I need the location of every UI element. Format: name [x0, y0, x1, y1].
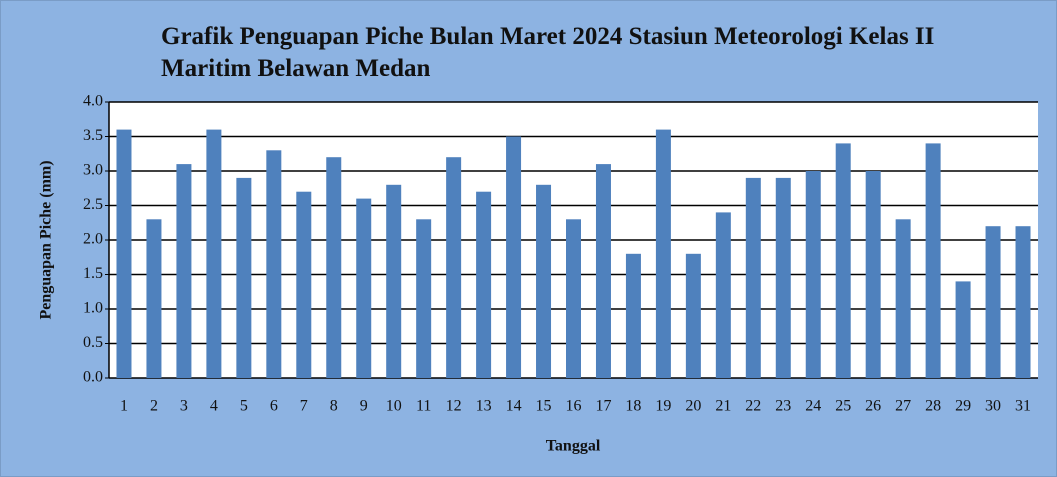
x-tick-label: 23: [775, 398, 791, 415]
x-tick-label: 28: [925, 398, 941, 415]
x-tick-label: 3: [180, 398, 188, 415]
bar: [566, 219, 581, 378]
bar: [745, 177, 761, 378]
x-tick-label: 12: [446, 398, 462, 415]
x-tick-label: 9: [360, 398, 368, 415]
bar: [446, 157, 462, 378]
y-tick-label: 1.5: [83, 265, 103, 282]
x-tick-label: 11: [416, 398, 431, 415]
x-tick-label: 14: [506, 398, 522, 415]
x-tick-label: 26: [865, 398, 881, 415]
bar: [476, 191, 492, 378]
x-tick-label: 31: [1015, 398, 1031, 415]
y-tick-label: 3.0: [83, 162, 103, 179]
x-tick-label: 8: [330, 398, 338, 415]
y-tick-label: 0.5: [83, 334, 103, 351]
y-tick-label: 2.5: [83, 196, 103, 213]
bar: [266, 150, 282, 378]
bar: [176, 164, 192, 378]
x-tick-label: 13: [476, 398, 492, 415]
x-tick-label: 5: [240, 398, 248, 415]
x-tick-label: 22: [745, 398, 761, 415]
x-tick-label: 10: [386, 398, 402, 415]
x-tick-label: 2: [150, 398, 158, 415]
x-axis-label: Tanggal: [546, 438, 601, 455]
x-tick-label: 20: [685, 398, 701, 415]
bar: [835, 143, 851, 378]
x-tick-label: 16: [566, 398, 582, 415]
bar: [1015, 226, 1031, 378]
bar: [865, 171, 881, 378]
bar: [895, 219, 911, 378]
bar: [536, 184, 552, 378]
y-axis-label: Penguapan Piche (mm): [38, 160, 55, 319]
bar: [326, 157, 342, 378]
y-tick-label: 2.0: [83, 231, 103, 248]
x-tick-label: 7: [300, 398, 308, 415]
x-tick-label: 29: [955, 398, 971, 415]
bar: [296, 191, 312, 378]
bar: [506, 136, 522, 378]
x-tick-label: 18: [625, 398, 641, 415]
chart-title: Grafik Penguapan Piche Bulan Maret 2024 …: [161, 23, 935, 82]
x-tick-label: 21: [715, 398, 731, 415]
bar: [715, 212, 731, 378]
bar: [775, 177, 791, 378]
bar: [925, 143, 941, 378]
bar: [595, 164, 611, 378]
bar: [206, 129, 222, 378]
x-tick-label: 1: [120, 398, 128, 415]
bar: [655, 129, 671, 378]
x-tick-label: 27: [895, 398, 911, 415]
bar: [116, 129, 132, 378]
x-tick-label: 30: [985, 398, 1001, 415]
x-tick-label: 25: [835, 398, 851, 415]
y-tick-label: 3.5: [83, 127, 103, 144]
bar: [236, 177, 252, 378]
x-tick-label: 6: [270, 398, 278, 415]
bar: [685, 253, 701, 378]
bar: [805, 171, 821, 378]
bar: [146, 219, 162, 378]
x-tick-label: 24: [805, 398, 821, 415]
y-tick-label: 1.0: [83, 300, 103, 317]
y-tick-label: 4.0: [83, 93, 103, 110]
bar: [356, 198, 372, 378]
x-tick-label: 17: [595, 398, 611, 415]
bar: [416, 219, 432, 378]
y-tick-label: 0.0: [83, 369, 103, 386]
bar: [386, 184, 402, 378]
x-tick-label: 4: [210, 398, 218, 415]
x-tick-label: 15: [536, 398, 552, 415]
x-tick-label: 19: [655, 398, 671, 415]
bar: [985, 226, 1001, 378]
bar: [625, 253, 641, 378]
bar: [955, 281, 971, 378]
